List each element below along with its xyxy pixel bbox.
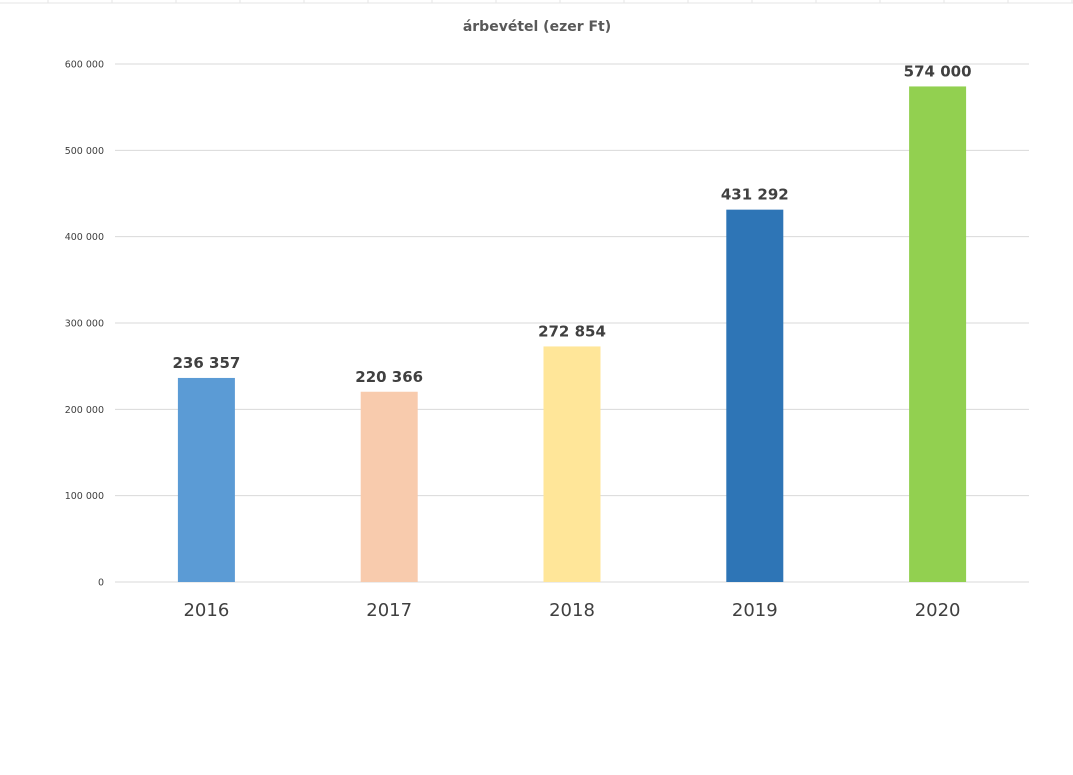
- y-tick-label: 400 000: [65, 232, 104, 243]
- bar-2020: [909, 86, 967, 583]
- x-tick-label: 2019: [732, 600, 778, 621]
- y-gridlines: [115, 63, 1029, 583]
- y-tick-label: 300 000: [65, 319, 104, 330]
- y-tick-label: 0: [98, 578, 104, 589]
- y-axis-ticks: 0 100 000 200 000 300 000 400 000 500 000 600 …: [65, 60, 104, 589]
- chart-title: árbevétel (ezer Ft): [463, 19, 611, 35]
- bar-2018: [543, 346, 601, 582]
- bar-2016: [177, 377, 235, 582]
- x-tick-label: 2016: [183, 600, 229, 621]
- y-tick-label: 100 000: [65, 491, 104, 502]
- data-labels: 236 357 220 366 272 854 431 292 574 000: [172, 62, 971, 385]
- x-tick-label: 2017: [366, 600, 412, 621]
- data-label-2019: 431 292: [721, 186, 789, 204]
- x-tick-label: 2018: [549, 600, 595, 621]
- data-label-2016: 236 357: [172, 354, 240, 372]
- data-label-2018: 272 854: [538, 322, 606, 340]
- bar-2019: [726, 209, 784, 582]
- x-tick-label: 2020: [915, 600, 961, 621]
- x-axis-ticks: 2016 2017 2018 2019 2020: [183, 600, 960, 621]
- y-tick-label: 500 000: [65, 146, 104, 157]
- data-label-2020: 574 000: [904, 62, 972, 80]
- spreadsheet-gridlines: [0, 0, 1073, 4]
- data-label-2017: 220 366: [355, 368, 423, 386]
- y-tick-label: 600 000: [65, 60, 104, 71]
- y-tick-label: 200 000: [65, 405, 104, 416]
- bars: [177, 86, 967, 583]
- bar-2017: [360, 391, 418, 582]
